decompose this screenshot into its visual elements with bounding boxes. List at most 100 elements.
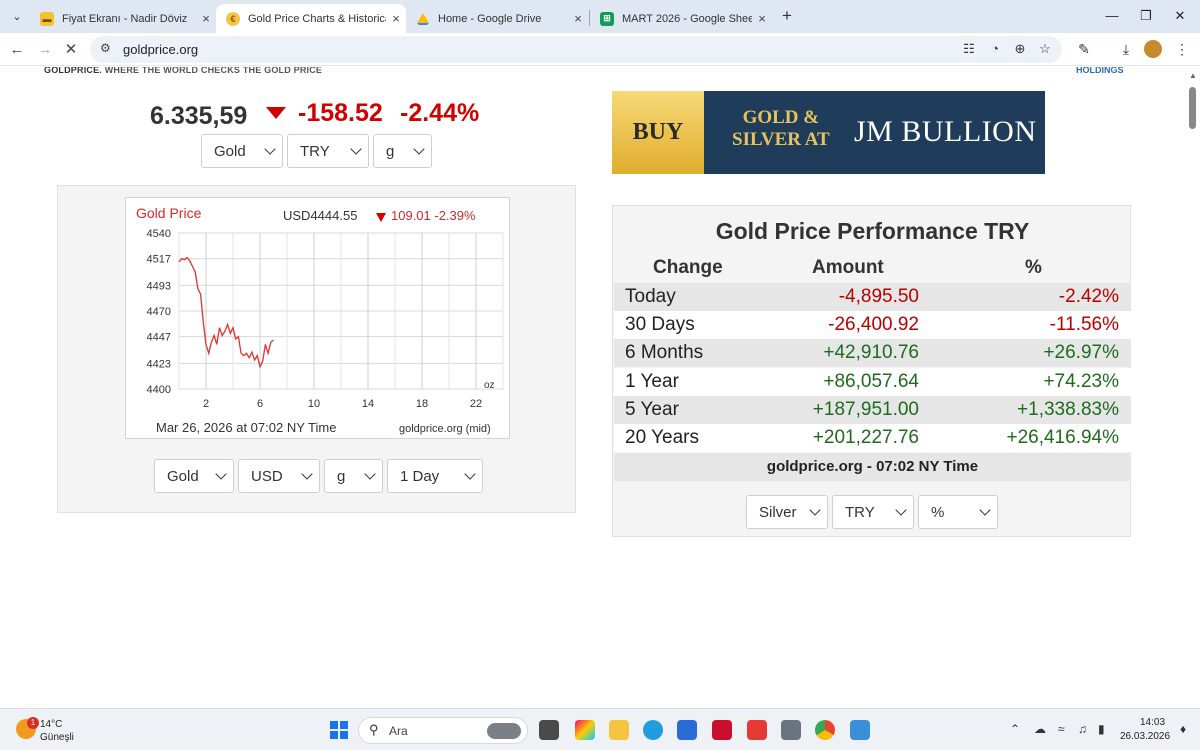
performance-row: 1 Year +86,057.64 +74.23% <box>614 367 1131 396</box>
tray-chevron-up-icon[interactable]: ⌃ <box>1010 722 1021 736</box>
y-tick-label: 4493 <box>147 280 171 292</box>
l-app-icon[interactable] <box>747 720 767 740</box>
windows-logo-icon <box>330 721 338 729</box>
minimize-button[interactable]: — <box>1100 6 1124 26</box>
tab-google-drive[interactable]: Home - Google Drive × <box>406 4 588 33</box>
row-percent: -2.42% <box>1058 286 1119 307</box>
scrollbar-thumb[interactable] <box>1189 87 1196 129</box>
chevron-down-icon <box>215 468 227 480</box>
row-amount: +86,057.64 <box>823 370 919 392</box>
close-icon: ✕ <box>64 41 78 58</box>
row-percent: +26,416.94% <box>1006 427 1119 448</box>
restore-icon: ❐ <box>1140 8 1152 23</box>
file-explorer-icon[interactable] <box>609 720 629 740</box>
copilot-icon[interactable] <box>575 720 595 740</box>
tab-separator <box>589 10 590 26</box>
perf-mode-select[interactable]: % <box>918 495 998 529</box>
back-button[interactable]: ← <box>6 39 28 61</box>
y-tick-label: 4540 <box>147 228 171 240</box>
page-content: GOLDPRICE. WHERE THE WORLD CHECKS THE GO… <box>0 67 1200 708</box>
close-tab-icon[interactable]: × <box>202 11 210 26</box>
close-tab-icon[interactable]: × <box>758 11 766 26</box>
calculator-icon[interactable] <box>781 720 801 740</box>
row-amount: +42,910.76 <box>823 342 919 364</box>
chart-svg: Gold Price USD4444.55 109.01 -2.39% 4400… <box>136 205 504 435</box>
google-drive-favicon-icon <box>416 12 430 26</box>
perf-currency-value: TRY <box>845 503 875 521</box>
taskbar-search[interactable]: ⚲ Ara <box>358 717 528 744</box>
row-amount: +201,227.76 <box>812 427 919 448</box>
close-tab-icon[interactable]: × <box>392 11 400 26</box>
close-window-button[interactable]: ✕ <box>1168 6 1192 26</box>
tab-goldprice[interactable]: € Gold Price Charts & Historical D × <box>216 4 406 33</box>
chart-metal-value: Gold <box>167 467 199 485</box>
close-tab-icon[interactable]: × <box>574 11 582 26</box>
tab-google-sheets[interactable]: ⊞ MART 2026 - Google Sheets × <box>590 4 772 33</box>
edge-browser-icon[interactable] <box>643 720 663 740</box>
notification-bell-icon[interactable]: ♦ <box>1180 722 1187 736</box>
bookmark-star-icon[interactable]: ☆ <box>1039 41 1051 56</box>
performance-title: Gold Price Performance TRY <box>715 218 1030 244</box>
weather-desc[interactable]: Güneşli <box>40 732 74 743</box>
scrollbar[interactable]: ▲ <box>1186 67 1200 708</box>
store-icon[interactable] <box>677 720 697 740</box>
x-tick-label: 10 <box>308 398 320 410</box>
currency-select[interactable]: TRY <box>287 134 369 168</box>
download-icon[interactable]: ⤓ <box>1122 41 1130 57</box>
chart-series <box>178 256 274 369</box>
browser-toolbar: ← → ✕ ⚙ goldprice.org ☷ ◔ ⊕ ☆ ✎ ⤓ ⋮ <box>0 33 1200 66</box>
performance-icon[interactable]: ◔ <box>991 41 999 56</box>
url-text[interactable]: goldprice.org <box>123 42 199 57</box>
metal-select[interactable]: Gold <box>201 134 283 168</box>
wifi-icon[interactable]: ≈ <box>1058 722 1065 736</box>
zoom-icon[interactable]: ⊕ <box>1014 41 1026 56</box>
tagline-text: WHERE THE WORLD CHECKS THE GOLD PRICE <box>102 67 323 75</box>
profile-avatar[interactable] <box>1144 40 1162 58</box>
photos-icon[interactable] <box>850 720 870 740</box>
tray-app-icon[interactable]: ☁ <box>1034 722 1046 736</box>
search-highlight-icon <box>487 723 521 739</box>
holdings-link[interactable]: HOLDINGS <box>1076 67 1124 75</box>
menu-icon[interactable]: ⋮ <box>1175 41 1189 57</box>
stop-loading-button[interactable]: ✕ <box>60 39 82 61</box>
extensions-icon[interactable]: ✎ <box>1078 41 1090 57</box>
translate-icon[interactable]: ☷ <box>963 41 975 56</box>
chart-metal-select[interactable]: Gold <box>154 459 234 493</box>
perf-currency-select[interactable]: TRY <box>832 495 914 529</box>
scroll-up-icon[interactable]: ▲ <box>1189 71 1197 80</box>
currency-select-value: TRY <box>300 142 330 160</box>
tab-strip: ⌄ ▬ Fiyat Ekranı - Nadir Döviz × € Gold … <box>0 0 1200 33</box>
chrome-icon[interactable] <box>815 720 835 740</box>
chart-unit-select[interactable]: g <box>324 459 383 493</box>
gold-price-line <box>178 256 274 369</box>
task-view-icon[interactable] <box>539 720 559 740</box>
unit-select[interactable]: g <box>373 134 432 168</box>
price-change: -158.52 <box>298 99 383 127</box>
chevron-down-icon <box>364 468 376 480</box>
tab-title: MART 2026 - Google Sheets <box>622 12 752 25</box>
battery-icon[interactable]: ▮ <box>1098 722 1105 736</box>
performance-row: Today -4,895.50 -2.42% <box>614 283 1131 311</box>
jm-bullion-ad-banner[interactable]: BUY GOLD & SILVER AT JM BULLION <box>612 91 1045 174</box>
clock-date[interactable]: 26.03.2026 <box>1120 731 1171 742</box>
tab-nadir-doviz[interactable]: ▬ Fiyat Ekranı - Nadir Döviz × <box>30 4 216 33</box>
chart-ticks: 4400 4423 4447 4470 4493 4517 4540 2 6 10 14 18 22 <box>147 228 483 410</box>
new-tab-button[interactable]: + <box>777 6 797 26</box>
perf-metal-select[interactable]: Silver <box>746 495 828 529</box>
tab-search-button[interactable]: ⌄ <box>6 6 28 26</box>
minimize-icon: — <box>1105 8 1119 23</box>
row-percent: +1,338.83% <box>1017 398 1119 420</box>
chart-currency-select[interactable]: USD <box>238 459 320 493</box>
forward-button[interactable]: → <box>34 39 56 61</box>
mcafee-icon[interactable] <box>712 720 732 740</box>
chart-range-select[interactable]: 1 Day <box>387 459 483 493</box>
start-button[interactable] <box>330 721 348 739</box>
address-bar[interactable]: ⚙ goldprice.org ☷ ◔ ⊕ ☆ <box>90 36 1062 63</box>
row-percent: +26.97% <box>1043 342 1119 364</box>
clock-time[interactable]: 14:03 <box>1140 717 1166 728</box>
gold-price-chart[interactable]: Gold Price USD4444.55 109.01 -2.39% 4400… <box>125 197 510 439</box>
weather-temp[interactable]: 14°C <box>40 719 63 730</box>
restore-button[interactable]: ❐ <box>1134 6 1158 26</box>
site-info-icon[interactable]: ⚙ <box>100 41 111 55</box>
volume-icon[interactable]: ♫ <box>1078 722 1087 736</box>
